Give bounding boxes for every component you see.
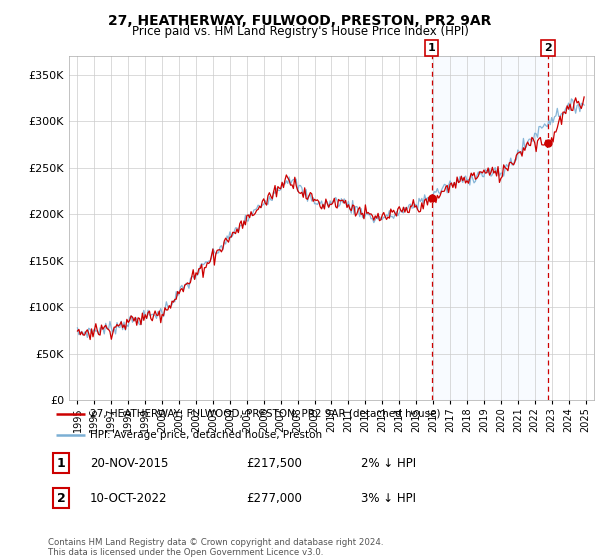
Text: 2: 2	[544, 43, 552, 53]
Text: 1: 1	[56, 457, 65, 470]
Text: 2: 2	[56, 492, 65, 505]
Text: 27, HEATHERWAY, FULWOOD, PRESTON, PR2 9AR (detached house): 27, HEATHERWAY, FULWOOD, PRESTON, PR2 9A…	[90, 409, 440, 419]
Text: 3% ↓ HPI: 3% ↓ HPI	[361, 492, 416, 505]
Text: £277,000: £277,000	[247, 492, 302, 505]
Text: HPI: Average price, detached house, Preston: HPI: Average price, detached house, Pres…	[90, 430, 322, 440]
Text: 2% ↓ HPI: 2% ↓ HPI	[361, 457, 416, 470]
Text: Contains HM Land Registry data © Crown copyright and database right 2024.
This d: Contains HM Land Registry data © Crown c…	[48, 538, 383, 557]
Bar	[432, 56, 548, 400]
Text: 1: 1	[428, 43, 436, 53]
Text: £217,500: £217,500	[247, 457, 302, 470]
Text: 20-NOV-2015: 20-NOV-2015	[90, 457, 168, 470]
Text: 27, HEATHERWAY, FULWOOD, PRESTON, PR2 9AR: 27, HEATHERWAY, FULWOOD, PRESTON, PR2 9A…	[109, 14, 491, 28]
Text: Price paid vs. HM Land Registry's House Price Index (HPI): Price paid vs. HM Land Registry's House …	[131, 25, 469, 38]
Text: 10-OCT-2022: 10-OCT-2022	[90, 492, 167, 505]
